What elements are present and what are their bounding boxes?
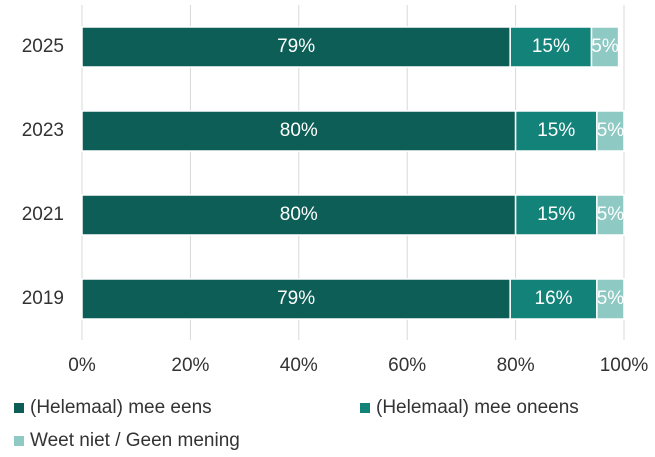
bar-segment [509, 278, 598, 320]
x-tick-label: 0% [68, 355, 96, 376]
x-tick-label: 40% [280, 355, 318, 376]
y-tick-label: 2019 [22, 288, 64, 309]
bar-segment [81, 278, 511, 320]
x-tick-label: 20% [171, 355, 209, 376]
legend-swatch [14, 436, 24, 446]
legend-label: (Helemaal) mee oneens [376, 397, 579, 418]
legend-swatch [14, 403, 24, 413]
data-label: 80% [280, 204, 318, 225]
bar-segment [514, 194, 598, 236]
bar-segment [514, 110, 598, 152]
bar-segment [596, 194, 625, 236]
bar-segment [81, 194, 517, 236]
data-label: 15% [537, 204, 575, 225]
y-tick-label: 2023 [22, 120, 64, 141]
data-label: 79% [277, 288, 315, 309]
bar-segment [81, 110, 517, 152]
legend-label: (Helemaal) mee eens [30, 397, 212, 418]
data-label: 80% [280, 120, 318, 141]
x-tick-label: 80% [497, 355, 535, 376]
x-tick-label: 60% [388, 355, 426, 376]
bar-segment [596, 110, 625, 152]
data-label: 5% [597, 120, 625, 141]
data-label: 5% [597, 288, 625, 309]
y-tick-label: 2025 [22, 36, 64, 57]
bar-segment [596, 278, 625, 320]
data-label: 15% [532, 36, 570, 57]
bar-segment [81, 26, 511, 68]
data-label: 16% [535, 288, 573, 309]
y-tick-label: 2021 [22, 204, 64, 225]
data-label: 15% [537, 120, 575, 141]
legend-swatch [360, 403, 370, 413]
x-tick-label: 100% [600, 355, 649, 376]
data-label: 5% [597, 204, 625, 225]
data-label: 5% [591, 36, 619, 57]
data-label: 79% [277, 36, 315, 57]
bar-segment [590, 26, 620, 68]
legend-label: Weet niet / Geen mening [30, 430, 240, 451]
